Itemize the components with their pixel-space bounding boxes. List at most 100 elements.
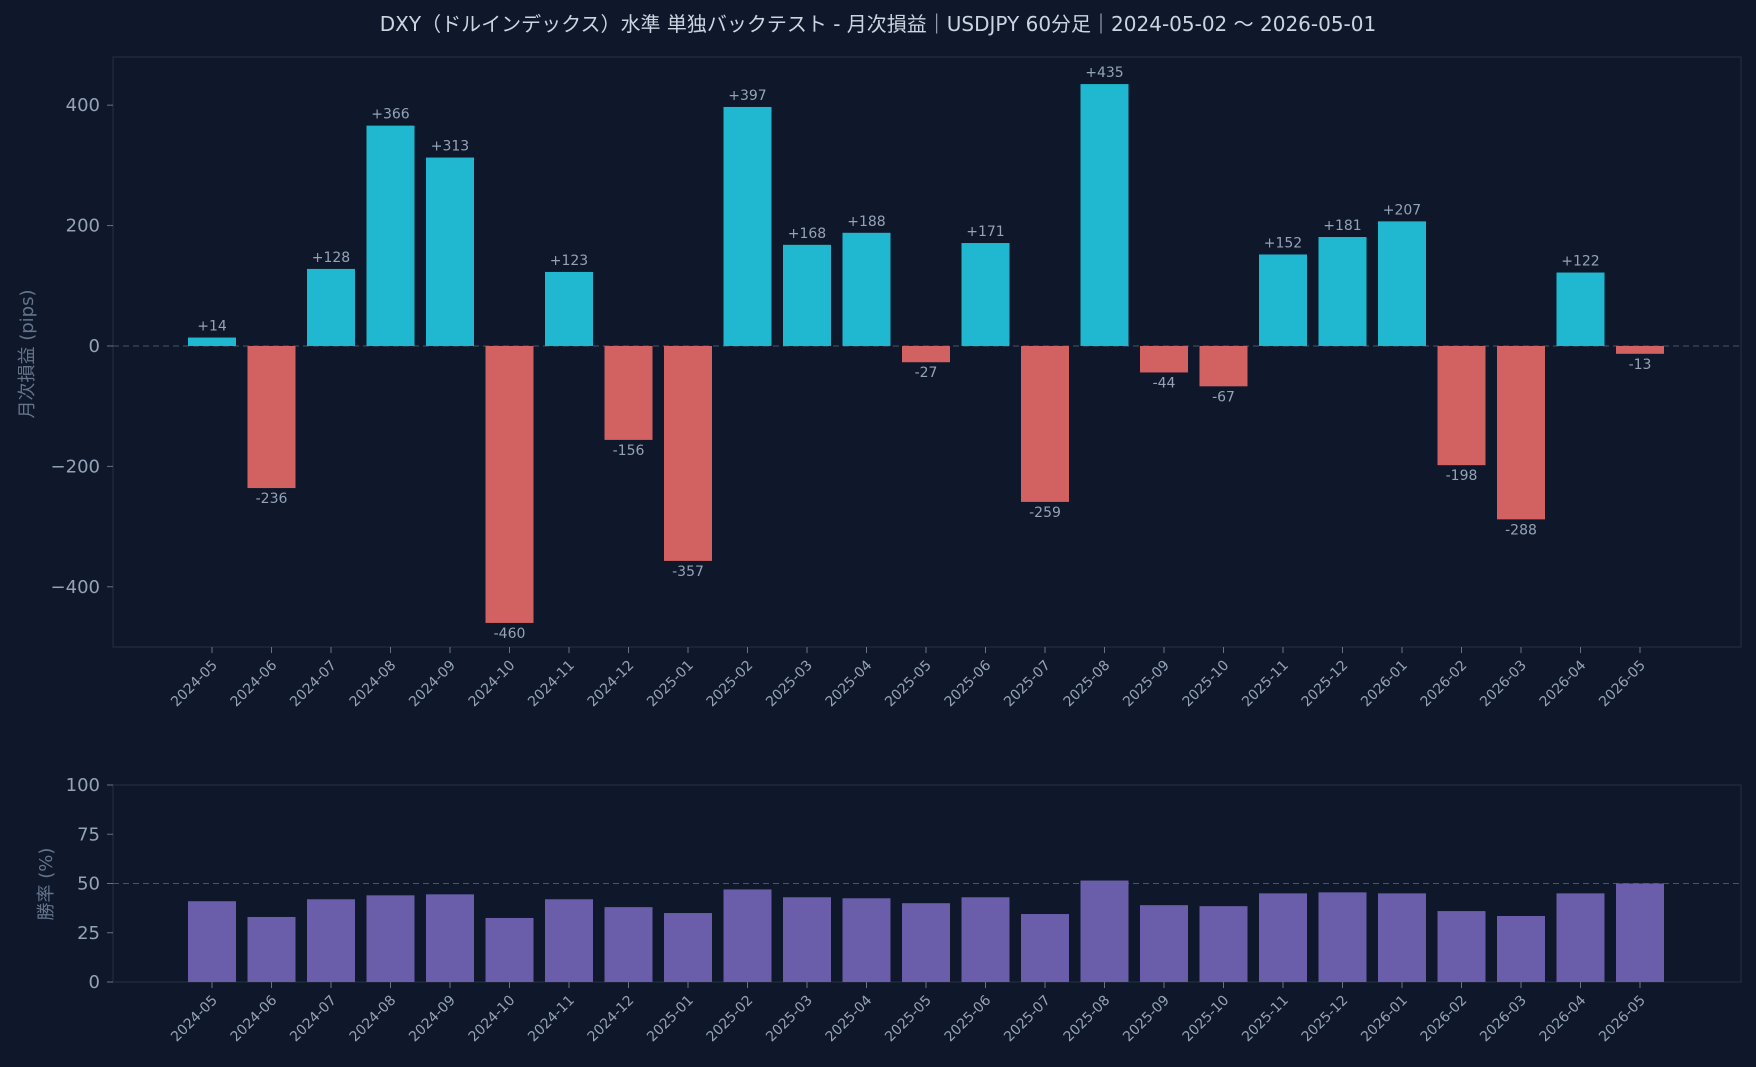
pnl-x-tick-label: 2024-05 <box>168 658 221 711</box>
winrate-y-tick-label: 50 <box>77 874 100 895</box>
winrate-x-tick-label: 2026-01 <box>1358 993 1411 1046</box>
pnl-bar <box>1497 345 1545 520</box>
pnl-data-label: +397 <box>728 88 766 104</box>
winrate-x-tick-label: 2024-09 <box>406 993 459 1046</box>
pnl-data-labels: +14 -236 +128 +366 +313 -460 +123 -156 -357 +397 +… <box>197 65 1651 642</box>
pnl-x-tick-label: 2025-01 <box>644 658 697 711</box>
winrate-x-tick-label: 2025-04 <box>823 992 876 1045</box>
chart-title: DXY（ドルインデックス）水準 単独バックテスト - 月次損益｜USDJPY 6… <box>380 12 1376 36</box>
pnl-bar <box>604 345 653 440</box>
winrate-bar <box>1497 916 1545 982</box>
pnl-y-tick-label: 400 <box>66 95 100 116</box>
winrate-bar <box>247 916 296 982</box>
winrate-y-tick-label: 100 <box>66 775 100 796</box>
pnl-x-tick-label: 2025-05 <box>882 658 935 711</box>
winrate-bar <box>1318 892 1367 982</box>
winrate-x-tick-label: 2025-07 <box>1001 993 1054 1046</box>
winrate-x-tick-label: 2025-05 <box>882 993 935 1046</box>
pnl-bar <box>1259 254 1307 346</box>
pnl-data-label: -259 <box>1029 505 1061 521</box>
pnl-data-label: +207 <box>1383 202 1421 218</box>
winrate-x-tick-label: 2025-01 <box>644 993 697 1046</box>
pnl-y-axis-label: 月次損益 (pips) <box>17 290 38 419</box>
winrate-bar <box>426 894 474 982</box>
winrate-y-tick-label: 75 <box>77 824 100 845</box>
winrate-x-tick-label: 2025-02 <box>704 993 757 1046</box>
pnl-x-tick-label: 2025-11 <box>1239 658 1292 711</box>
pnl-bar <box>1021 345 1069 502</box>
pnl-data-label: -357 <box>672 564 704 580</box>
pnl-x-tick-label: 2026-02 <box>1418 658 1471 711</box>
pnl-data-label: +122 <box>1561 254 1599 270</box>
pnl-x-tick-label: 2024-06 <box>228 657 281 710</box>
pnl-data-label: +435 <box>1085 65 1123 81</box>
pnl-data-label: +128 <box>312 250 350 266</box>
pnl-data-label: +123 <box>550 253 588 269</box>
winrate-bar <box>1616 883 1664 982</box>
winrate-bar <box>842 898 891 982</box>
winrate-bar <box>1080 880 1129 982</box>
pnl-x-tick-label: 2026-03 <box>1477 658 1530 711</box>
pnl-bar <box>485 345 534 623</box>
pnl-y-tick-label: 200 <box>66 216 100 237</box>
pnl-bar <box>1556 272 1605 346</box>
winrate-bars <box>188 880 1664 982</box>
pnl-x-tick-label: 2024-10 <box>466 658 519 711</box>
winrate-x-tick-label: 2026-03 <box>1477 993 1530 1046</box>
pnl-bar <box>723 106 772 346</box>
winrate-y-axis-label: 勝率 (%) <box>36 848 57 921</box>
pnl-plot-frame <box>112 56 1742 648</box>
pnl-y-tick-label: −200 <box>51 456 100 477</box>
pnl-x-tick-label: 2024-08 <box>347 658 400 711</box>
pnl-bar <box>545 271 593 346</box>
winrate-bar <box>1378 893 1426 982</box>
pnl-data-label: +188 <box>847 214 885 230</box>
pnl-data-label: +171 <box>966 224 1004 240</box>
pnl-data-label: -288 <box>1505 522 1537 538</box>
winrate-bar <box>1437 911 1486 982</box>
pnl-x-tick-label: 2024-12 <box>585 658 638 711</box>
winrate-bar <box>1259 893 1307 982</box>
winrate-x-tick-label: 2024-07 <box>287 993 340 1046</box>
pnl-bar <box>1378 221 1426 346</box>
pnl-data-label: -67 <box>1212 389 1235 405</box>
pnl-data-label: +313 <box>431 139 469 155</box>
winrate-x-tick-label: 2026-02 <box>1418 993 1471 1046</box>
pnl-y-tick-label: 0 <box>89 336 100 357</box>
pnl-bar <box>1199 345 1248 387</box>
pnl-x-tick-label: 2026-01 <box>1358 658 1411 711</box>
pnl-bar <box>664 345 712 561</box>
winrate-x-tick-label: 2024-10 <box>466 993 519 1046</box>
pnl-bar <box>307 268 355 346</box>
winrate-x-tick-label: 2025-03 <box>763 993 816 1046</box>
pnl-y-ticks: 400 200 0 −200 −400 <box>51 95 113 598</box>
pnl-data-label: -44 <box>1153 375 1176 391</box>
winrate-x-tick-label: 2025-08 <box>1061 993 1114 1046</box>
winrate-x-tick-label: 2025-09 <box>1120 993 1173 1046</box>
winrate-bar <box>1199 906 1248 982</box>
pnl-bar <box>783 244 831 346</box>
winrate-bar <box>723 889 772 982</box>
pnl-bar <box>1080 84 1129 346</box>
pnl-data-label: -236 <box>256 491 288 507</box>
winrate-y-tick-label: 25 <box>77 923 100 944</box>
pnl-x-tick-label: 2025-02 <box>704 658 757 711</box>
winrate-y-tick-label: 0 <box>89 972 100 993</box>
pnl-x-tick-label: 2025-09 <box>1120 658 1173 711</box>
pnl-bar <box>366 125 415 346</box>
winrate-x-tick-label: 2024-12 <box>585 993 638 1046</box>
winrate-bar <box>188 901 236 982</box>
pnl-x-tick-label: 2026-04 <box>1537 657 1590 710</box>
winrate-bar <box>1140 905 1188 982</box>
pnl-x-tick-label: 2025-07 <box>1001 658 1054 711</box>
pnl-data-label: -27 <box>915 365 938 381</box>
winrate-x-tick-label: 2024-11 <box>525 993 578 1046</box>
pnl-bar <box>426 157 474 346</box>
winrate-x-tick-label: 2024-06 <box>228 992 281 1045</box>
pnl-data-label: +14 <box>197 319 227 335</box>
winrate-x-tick-label: 2026-04 <box>1537 992 1590 1045</box>
pnl-bar <box>1140 345 1188 373</box>
